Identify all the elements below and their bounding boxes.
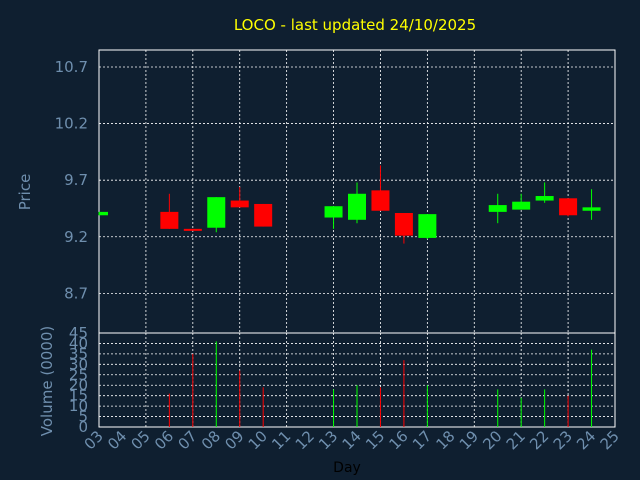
candle [207,197,226,233]
volume-panel: 4540353025201510500304050607080910111213… [69,324,623,453]
volume-tick-label: 30 [69,355,88,373]
x-tick-label: 23 [550,427,576,453]
price-panel: 10.7 10.2 9.7 9.2 8.7 [55,49,616,334]
volume-tick-label: 10 [69,397,88,415]
candle-body [535,196,554,201]
x-tick-label: 19 [456,427,482,453]
x-tick-label: 14 [339,427,365,453]
x-tick-label: 25 [597,427,623,453]
candle [535,182,554,203]
volume-tick-label: 15 [69,387,88,405]
candle [324,206,343,229]
price-tick-label: 9.7 [64,171,88,189]
candle [98,211,108,216]
candle [371,165,390,211]
x-tick-label: 18 [432,427,458,453]
candle-body [559,198,578,216]
candle [348,182,366,224]
price-tick-label: 8.7 [64,284,88,302]
candle-body [160,211,179,229]
x-tick-label: 04 [104,427,130,453]
candle [230,186,249,208]
candle-body [371,190,390,211]
x-tick-label: 05 [128,427,154,453]
candle-body [230,200,249,208]
x-tick-label: 10 [245,427,271,453]
x-axis-label: Day [333,460,361,476]
volume-tick-label: 25 [69,366,88,384]
price-tick-label: 10.2 [55,115,88,133]
x-tick-label: 24 [573,427,599,453]
candle [582,189,601,220]
candle-body [348,193,366,220]
volume-tick-label: 5 [78,408,88,426]
x-tick-label: 06 [151,427,177,453]
candle-body [183,228,202,231]
candle-body [324,206,343,218]
x-tick-label: 11 [268,427,294,453]
candle [183,228,202,231]
candle [488,193,507,224]
candle [512,193,531,210]
candle [418,214,437,240]
x-tick-label: 07 [174,427,200,453]
x-tick-label: 16 [386,427,412,453]
candle-body [254,203,273,227]
volume-tick-label: 0 [78,418,88,436]
volume-axis-label: Volume (0000) [38,326,56,436]
candle-body [99,211,108,216]
x-tick-label: 22 [526,427,552,453]
x-tick-label: 09 [221,427,247,453]
candle-body [394,213,413,236]
volume-tick-label: 35 [69,345,88,363]
volume-tick-label: 20 [69,376,88,394]
x-tick-label: 17 [409,427,435,453]
x-tick-label: 13 [315,427,341,453]
price-tick-label: 10.7 [55,58,88,76]
x-tick-label: 21 [503,427,529,453]
x-tick-label: 20 [479,427,505,453]
chart-title: LOCO - last updated 24/10/2025 [234,16,476,34]
candle-body [512,201,531,210]
candle [254,203,273,227]
volume-tick-label: 45 [69,324,88,342]
x-tick-label: 12 [292,427,318,453]
candle-body [207,197,226,228]
x-tick-label: 08 [198,427,224,453]
candle-body [418,214,437,238]
volume-tick-label: 40 [69,334,88,352]
x-tick-label: 15 [362,427,388,453]
price-tick-label: 9.2 [64,228,88,246]
candle-body [582,207,601,211]
candle-body [488,205,507,212]
candle [160,193,179,229]
candle [394,213,413,244]
price-axis-label: Price [16,174,34,211]
candle [559,198,578,217]
